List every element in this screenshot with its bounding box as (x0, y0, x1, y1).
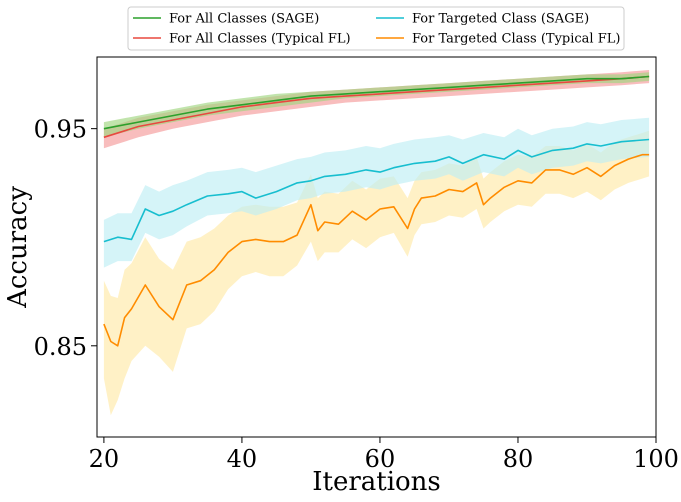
legend-entry: For Targeted Class (Typical FL) (412, 32, 620, 47)
line-for-all-classes-typical-fl (103, 75, 650, 139)
x-tick-label: 20 (89, 445, 120, 473)
legend-entry: For All Classes (Typical FL) (169, 32, 351, 47)
y-axis: 0.85 0.95 (34, 116, 97, 361)
x-axis-label: Iterations (312, 467, 441, 497)
x-tick-label: 80 (503, 445, 534, 473)
legend-entry: For Targeted Class (SAGE) (412, 12, 589, 27)
y-axis-label: Accuracy (3, 186, 33, 309)
y-tick-label: 0.95 (34, 116, 87, 144)
legend-entry: For All Classes (SAGE) (169, 12, 319, 27)
band-for-targeted-class-typical-fl (103, 130, 650, 416)
x-tick-label: 100 (633, 445, 679, 473)
legend-box (127, 6, 625, 51)
line-for-targeted-class-typical-fl (103, 153, 650, 347)
y-tick-label: 0.85 (34, 333, 87, 361)
legend: For All Classes (SAGE) For All Classes (T… (127, 6, 625, 51)
line-for-targeted-class-sage (103, 138, 650, 243)
x-tick-label: 40 (227, 445, 258, 473)
x-axis: 20 40 60 80 100 (89, 437, 679, 473)
band-for-all-classes-typical-fl (103, 70, 650, 149)
series-lines (103, 75, 650, 347)
line-for-all-classes-sage (103, 75, 650, 130)
x-tick-label: 60 (365, 445, 396, 473)
band-for-targeted-class-sage (103, 117, 650, 268)
confidence-bands (103, 70, 650, 416)
plot-frame (96, 56, 657, 438)
